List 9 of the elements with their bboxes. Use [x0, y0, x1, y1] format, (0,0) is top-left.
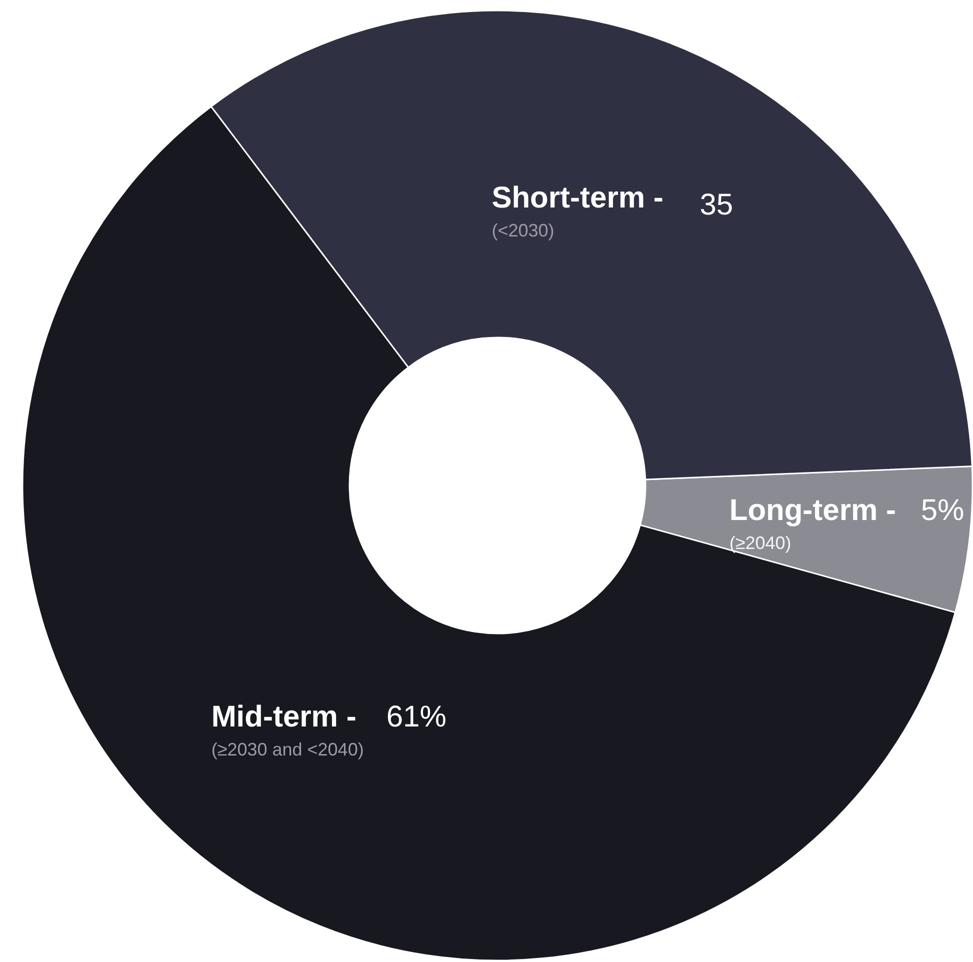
slice-label: Short-term -	[492, 181, 664, 214]
text: (<2030)	[492, 220, 554, 240]
data-label: 35	[700, 188, 734, 222]
slice-label: Long-term -	[729, 494, 896, 527]
data-label: 5%	[920, 494, 964, 527]
data-label: 61%	[386, 700, 446, 734]
text: (≥2030 and <2040)	[211, 740, 364, 760]
slice-label: Mid-term -	[211, 700, 356, 734]
text: (≥2040)	[729, 532, 792, 553]
